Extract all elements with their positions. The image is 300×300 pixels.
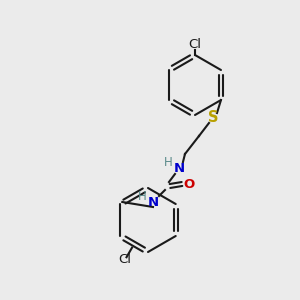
Text: Cl: Cl <box>118 253 131 266</box>
Text: H: H <box>138 190 146 203</box>
Text: S: S <box>208 110 218 125</box>
Text: O: O <box>183 178 195 190</box>
Text: Cl: Cl <box>188 38 202 52</box>
Text: N: N <box>173 161 184 175</box>
Text: H: H <box>164 157 172 169</box>
Text: N: N <box>147 196 158 208</box>
